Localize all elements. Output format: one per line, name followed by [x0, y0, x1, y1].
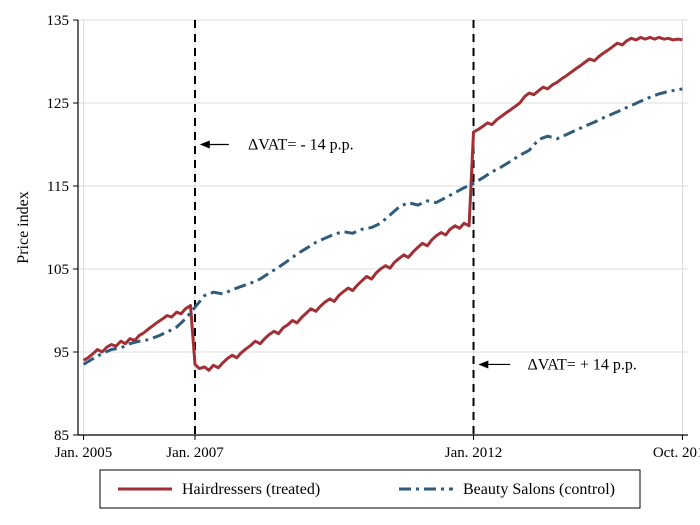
svg-text:Price index: Price index — [15, 191, 32, 263]
svg-text:95: 95 — [54, 345, 69, 361]
svg-text:Jan. 2012: Jan. 2012 — [445, 445, 503, 461]
svg-text:125: 125 — [47, 96, 70, 112]
svg-text:85: 85 — [54, 428, 69, 444]
chart-svg: 85 95 105 115 125 135 Jan. 2005 Jan. 2007 Jan. 2… — [0, 0, 700, 525]
svg-text:ΔVAT= - 14 p.p.: ΔVAT= - 14 p.p. — [248, 137, 354, 154]
svg-text:Jan. 2005: Jan. 2005 — [55, 445, 113, 461]
price-index-chart: 85 95 105 115 125 135 Jan. 2005 Jan. 2007 Jan. 2… — [0, 0, 700, 525]
svg-text:135: 135 — [47, 13, 70, 29]
svg-text:Oct. 2015: Oct. 2015 — [653, 445, 700, 461]
svg-text:Beauty Salons (control): Beauty Salons (control) — [463, 481, 615, 498]
svg-text:Hairdressers (treated): Hairdressers (treated) — [182, 481, 320, 498]
svg-text:105: 105 — [47, 262, 70, 278]
svg-text:ΔVAT= + 14 p.p.: ΔVAT= + 14 p.p. — [527, 356, 636, 373]
svg-text:115: 115 — [47, 179, 69, 195]
svg-text:Jan. 2007: Jan. 2007 — [166, 445, 224, 461]
